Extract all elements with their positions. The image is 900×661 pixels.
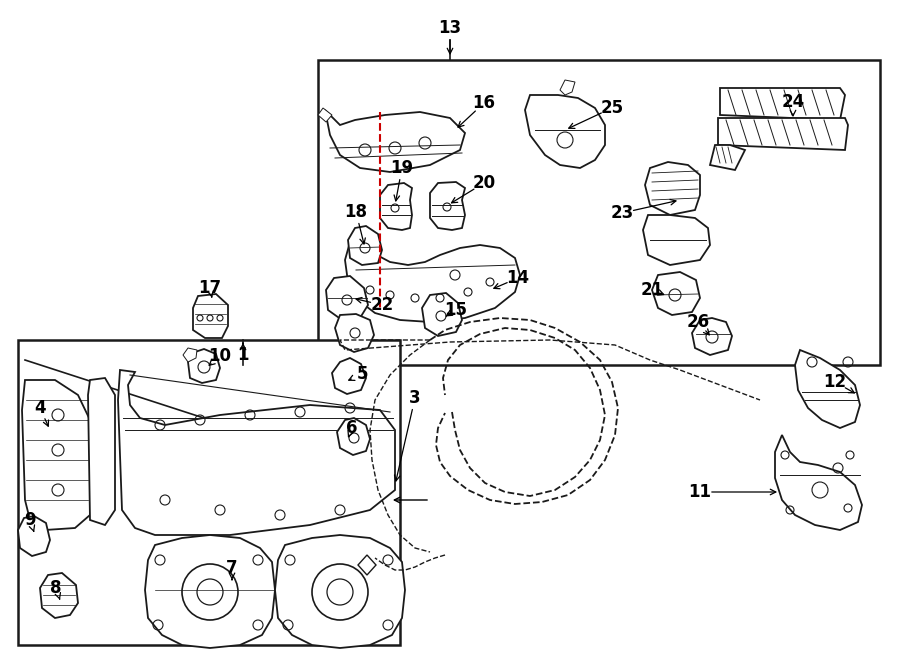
Text: 23: 23 (610, 204, 634, 222)
Polygon shape (318, 108, 332, 122)
Text: 26: 26 (687, 313, 709, 331)
Polygon shape (692, 318, 732, 355)
Polygon shape (430, 182, 465, 230)
Text: 8: 8 (50, 579, 62, 597)
Text: 22: 22 (371, 296, 393, 314)
Polygon shape (18, 516, 50, 556)
Polygon shape (422, 293, 462, 336)
Polygon shape (345, 242, 520, 322)
Polygon shape (652, 272, 700, 315)
Polygon shape (337, 418, 370, 455)
Text: 14: 14 (507, 269, 529, 287)
Polygon shape (22, 380, 90, 530)
Text: 1: 1 (238, 346, 248, 364)
Polygon shape (525, 95, 605, 168)
Bar (18, 340, 400, 645)
Text: 4: 4 (34, 399, 46, 417)
Text: 18: 18 (345, 203, 367, 221)
Polygon shape (183, 348, 197, 362)
Text: 11: 11 (688, 483, 712, 501)
Text: 5: 5 (356, 365, 368, 383)
Polygon shape (325, 110, 465, 172)
Bar (318, 60, 880, 365)
Text: 3: 3 (410, 389, 421, 407)
Text: 12: 12 (824, 373, 847, 391)
Polygon shape (335, 314, 374, 352)
Text: 6: 6 (346, 419, 358, 437)
Polygon shape (720, 88, 845, 120)
Polygon shape (643, 215, 710, 265)
Text: 10: 10 (209, 347, 231, 365)
Text: 21: 21 (641, 281, 663, 299)
Polygon shape (193, 294, 228, 338)
Polygon shape (326, 276, 368, 320)
Polygon shape (380, 183, 412, 230)
Text: 7: 7 (226, 559, 238, 577)
Text: 9: 9 (24, 511, 36, 529)
Polygon shape (275, 535, 405, 648)
Polygon shape (188, 349, 220, 383)
Polygon shape (332, 358, 366, 394)
Polygon shape (795, 350, 860, 428)
Polygon shape (710, 145, 745, 170)
Polygon shape (40, 573, 78, 618)
Polygon shape (118, 370, 395, 535)
Text: 13: 13 (438, 19, 462, 37)
Polygon shape (145, 535, 275, 648)
Polygon shape (560, 80, 575, 95)
Polygon shape (775, 435, 862, 530)
Text: 20: 20 (472, 174, 496, 192)
Polygon shape (348, 226, 382, 265)
Polygon shape (358, 555, 376, 575)
Text: 25: 25 (600, 99, 624, 117)
Text: 19: 19 (391, 159, 414, 177)
Polygon shape (718, 118, 848, 150)
Polygon shape (88, 378, 115, 525)
Text: 17: 17 (198, 279, 221, 297)
Text: 16: 16 (472, 94, 496, 112)
Text: 15: 15 (445, 301, 467, 319)
Text: 24: 24 (781, 93, 805, 111)
Polygon shape (645, 162, 700, 215)
